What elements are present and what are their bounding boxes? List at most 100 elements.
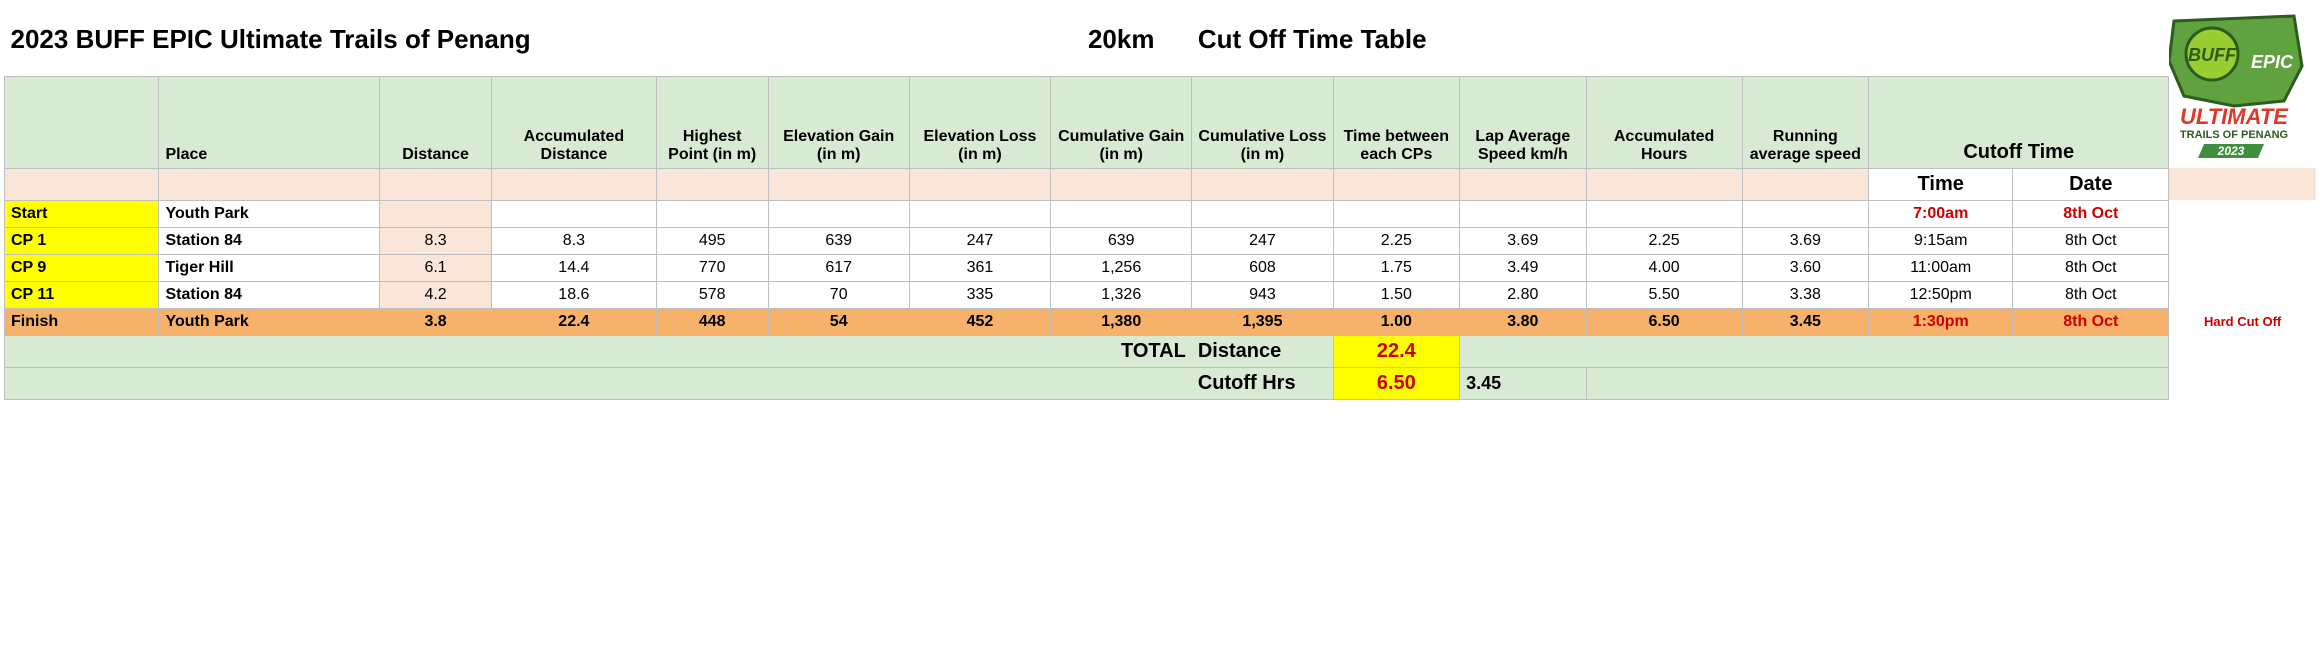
logo-line2-text: TRAILS OF PENANG <box>2180 129 2288 141</box>
page-subtitle: Cut Off Time Table <box>1192 4 1869 76</box>
table-row-start: Start Youth Park 7:00am 8th Oct <box>5 200 2317 227</box>
cell: 3.60 <box>1742 254 1869 281</box>
cell: 452 <box>909 308 1050 335</box>
cutoff-time: 7:00am <box>1869 200 2013 227</box>
cell: 3.80 <box>1460 308 1587 335</box>
cell: 3.49 <box>1460 254 1587 281</box>
cell: 1.75 <box>1333 254 1460 281</box>
cell: 608 <box>1192 254 1333 281</box>
col-header: Running average speed <box>1742 76 1869 168</box>
col-header: Cumulative Loss (in m) <box>1192 76 1333 168</box>
cell: 2.25 <box>1333 227 1460 254</box>
cell: 8.3 <box>380 227 492 254</box>
cell: 22.4 <box>491 308 656 335</box>
cell: 3.69 <box>1460 227 1587 254</box>
cell: 639 <box>1051 227 1192 254</box>
cell: 247 <box>909 227 1050 254</box>
col-header: Time between each CPs <box>1333 76 1460 168</box>
cell: 448 <box>656 308 768 335</box>
cell: 617 <box>768 254 909 281</box>
col-header-cutoff: Cutoff Time <box>1869 76 2169 168</box>
totals-distance-label: Distance <box>1192 335 1333 367</box>
distance-heading: 20km <box>1051 4 1192 76</box>
title-row: 2023 BUFF EPIC Ultimate Trails of Penang… <box>5 4 2317 76</box>
table-row: CP 11 Station 84 4.2 18.6 578 70 335 1,3… <box>5 281 2317 308</box>
totals-avg-speed: 3.45 <box>1460 367 1587 399</box>
totals-row-2: Cutoff Hrs 6.50 3.45 <box>5 367 2317 399</box>
cutoff-table: 2023 BUFF EPIC Ultimate Trails of Penang… <box>4 4 2316 400</box>
col-header: Cumulative Gain (in m) <box>1051 76 1192 168</box>
cell: 70 <box>768 281 909 308</box>
col-header: Elevation Gain (in m) <box>768 76 909 168</box>
cutoff-time: 1:30pm <box>1869 308 2013 335</box>
cell: 54 <box>768 308 909 335</box>
col-header: Place <box>159 76 380 168</box>
cell: 361 <box>909 254 1050 281</box>
totals-cutoff-value: 6.50 <box>1333 367 1460 399</box>
cell: 3.38 <box>1742 281 1869 308</box>
row-place: Station 84 <box>159 281 380 308</box>
cell: 770 <box>656 254 768 281</box>
totals-row-1: TOTAL Distance 22.4 <box>5 335 2317 367</box>
cell: 1,380 <box>1051 308 1192 335</box>
cell: 2.25 <box>1586 227 1742 254</box>
cell: 3.69 <box>1742 227 1869 254</box>
cell: 247 <box>1192 227 1333 254</box>
cutoff-time: 11:00am <box>1869 254 2013 281</box>
cell: 3.8 <box>380 308 492 335</box>
cell: 495 <box>656 227 768 254</box>
cell: 18.6 <box>491 281 656 308</box>
logo-brand-text: BUFF <box>2188 45 2237 65</box>
subheader-date: Date <box>2013 168 2169 200</box>
cell: 1,395 <box>1192 308 1333 335</box>
row-place: Youth Park <box>159 200 380 227</box>
cell: 8.3 <box>491 227 656 254</box>
subheader-time: Time <box>1869 168 2013 200</box>
cell: 1.50 <box>1333 281 1460 308</box>
cell: 1.00 <box>1333 308 1460 335</box>
table-row: CP 9 Tiger Hill 6.1 14.4 770 617 361 1,2… <box>5 254 2317 281</box>
logo-cell: BUFF EPIC ULTIMATE TRAILS OF PENANG 2023 <box>2169 4 2316 168</box>
cell: 6.50 <box>1586 308 1742 335</box>
col-header: Accumulated Distance <box>491 76 656 168</box>
row-label: Finish <box>5 308 159 335</box>
row-label: CP 11 <box>5 281 159 308</box>
cell: 1,326 <box>1051 281 1192 308</box>
cutoff-time: 12:50pm <box>1869 281 2013 308</box>
cell: 3.45 <box>1742 308 1869 335</box>
cutoff-date: 8th Oct <box>2013 200 2169 227</box>
cell: 578 <box>656 281 768 308</box>
cell: 14.4 <box>491 254 656 281</box>
cell: 4.00 <box>1586 254 1742 281</box>
totals-distance-value: 22.4 <box>1333 335 1460 367</box>
cell: 639 <box>768 227 909 254</box>
col-header: Accumulated Hours <box>1586 76 1742 168</box>
row-label: CP 1 <box>5 227 159 254</box>
table-row: CP 1 Station 84 8.3 8.3 495 639 247 639 … <box>5 227 2317 254</box>
logo-line1-text: ULTIMATE <box>2180 104 2289 129</box>
page-title: 2023 BUFF EPIC Ultimate Trails of Penang <box>5 4 1051 76</box>
totals-cutoff-label: Cutoff Hrs <box>1192 367 1333 399</box>
totals-label: TOTAL <box>1051 335 1192 367</box>
cutoff-time: 9:15am <box>1869 227 2013 254</box>
cell: 335 <box>909 281 1050 308</box>
col-header: Lap Average Speed km/h <box>1460 76 1587 168</box>
col-header: Highest Point (in m) <box>656 76 768 168</box>
row-place: Station 84 <box>159 227 380 254</box>
col-header: Distance <box>380 76 492 168</box>
cell: 2.80 <box>1460 281 1587 308</box>
cutoff-date: 8th Oct <box>2013 308 2169 335</box>
cutoff-date: 8th Oct <box>2013 254 2169 281</box>
col-header <box>5 76 159 168</box>
event-logo: BUFF EPIC ULTIMATE TRAILS OF PENANG 2023 <box>2169 6 2314 166</box>
logo-year-text: 2023 <box>2217 144 2245 158</box>
spacer-row: Time Date <box>5 168 2317 200</box>
cutoff-date: 8th Oct <box>2013 281 2169 308</box>
col-header: Elevation Loss (in m) <box>909 76 1050 168</box>
column-header-row: Place Distance Accumulated Distance High… <box>5 76 2317 168</box>
cell: 4.2 <box>380 281 492 308</box>
logo-tag-text: EPIC <box>2251 52 2294 72</box>
table-row-finish: Finish Youth Park 3.8 22.4 448 54 452 1,… <box>5 308 2317 335</box>
row-label: Start <box>5 200 159 227</box>
row-place: Youth Park <box>159 308 380 335</box>
